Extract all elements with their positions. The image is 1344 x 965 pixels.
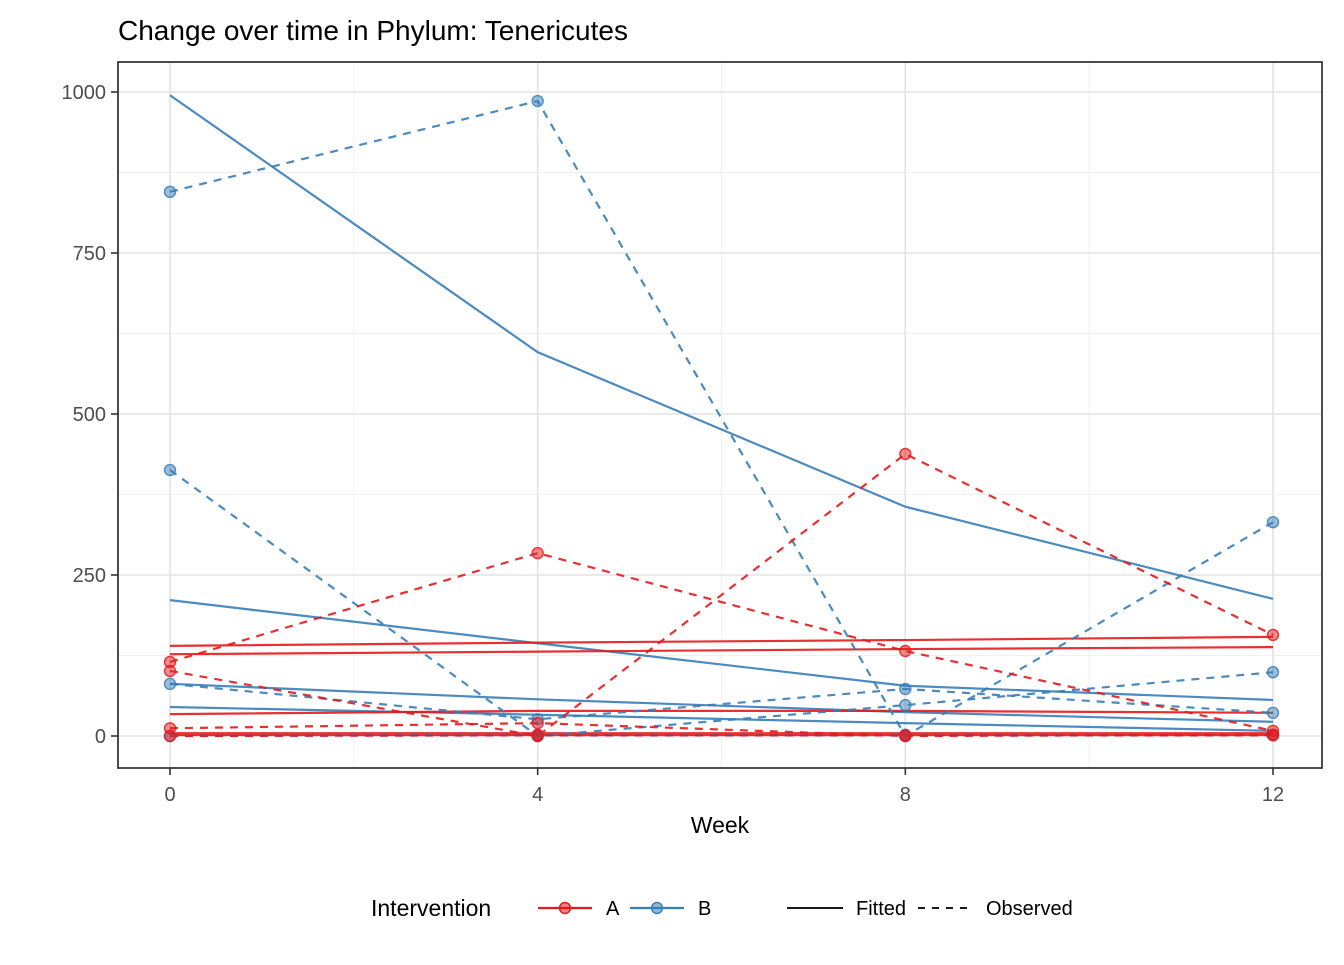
x-tick-label: 0 [164,784,175,806]
data-point-B1-observed-week-0 [163,185,177,199]
series-line-A3-fitted [169,709,1274,716]
y-tick-label: 750 [73,243,106,265]
legend-label-fitted: Fitted [856,898,906,920]
series-line-B3-fitted [169,682,1274,723]
legend: Intervention A B Fitted Observed [371,895,1073,921]
y-tick-label: 500 [73,404,106,426]
series-line-A1-observed [169,551,1274,732]
data-point-A1-observed-week-8 [899,644,912,658]
legend-key-point-a [558,901,572,915]
observed-lines [169,99,1274,738]
series-line-A1-fitted [169,635,1274,647]
series-line-A2-fitted [169,646,1274,656]
y-axis-ticks [111,91,118,737]
y-tick-label: 1000 [62,82,107,104]
y-tick-label: 0 [95,726,106,748]
legend-label-a: A [606,898,620,920]
data-point-B1-observed-week-12 [1266,515,1280,529]
data-point-B2-observed-week-0 [163,463,177,477]
data-point-A3-observed-week-4 [531,716,544,730]
x-tick-label: 4 [532,784,543,806]
legend-label-b: B [698,898,711,920]
series-line-B4-fitted [169,705,1274,732]
gridlines-minor [118,62,1322,768]
data-point-A2-observed-week-0 [163,664,177,678]
data-point-A2-observed-week-12 [1266,628,1280,642]
y-tick-label: 250 [73,565,106,587]
legend-label-observed: Observed [986,898,1073,920]
series-line-B3-observed [169,682,1274,721]
data-point-A4-observed-week-0 [163,729,177,743]
x-axis-tick-labels: 0 4 8 12 [164,784,1284,806]
data-point-B2-observed-week-12 [1266,666,1280,679]
series-line-B2-observed [169,469,1274,738]
data-point-A2-observed-week-8 [899,447,912,461]
panel-border [117,61,1323,769]
data-point-A4-observed-week-4 [531,729,544,742]
data-point-A1-observed-week-4 [531,546,544,560]
data-point-B3-observed-week-8 [899,682,912,696]
data-point-A4-observed-week-12 [1266,729,1280,742]
series-line-B1-fitted [169,94,1274,600]
x-axis-ticks [169,768,1274,775]
data-point-B3-observed-week-0 [163,677,177,691]
legend-title: Intervention [371,895,491,921]
data-point-B2-observed-week-8 [899,698,912,712]
data-point-A4-observed-week-8 [899,729,912,742]
series-line-B2-fitted [169,599,1274,702]
legend-key-point-b [650,901,664,915]
series-line-A2-observed [169,452,1274,738]
x-axis-title: Week [691,812,750,838]
x-tick-label: 12 [1262,784,1284,806]
y-axis-tick-labels: 0 250 500 750 1000 [62,82,107,748]
observed-points [163,94,1280,743]
x-tick-label: 8 [900,784,911,806]
series-line-B1-observed [169,99,1274,738]
series-line-A4-observed [169,734,1273,738]
data-point-B3-observed-week-12 [1266,706,1280,720]
chart-title: Change over time in Phylum: Tenericutes [118,15,628,46]
data-point-B1-observed-week-4 [531,94,544,108]
